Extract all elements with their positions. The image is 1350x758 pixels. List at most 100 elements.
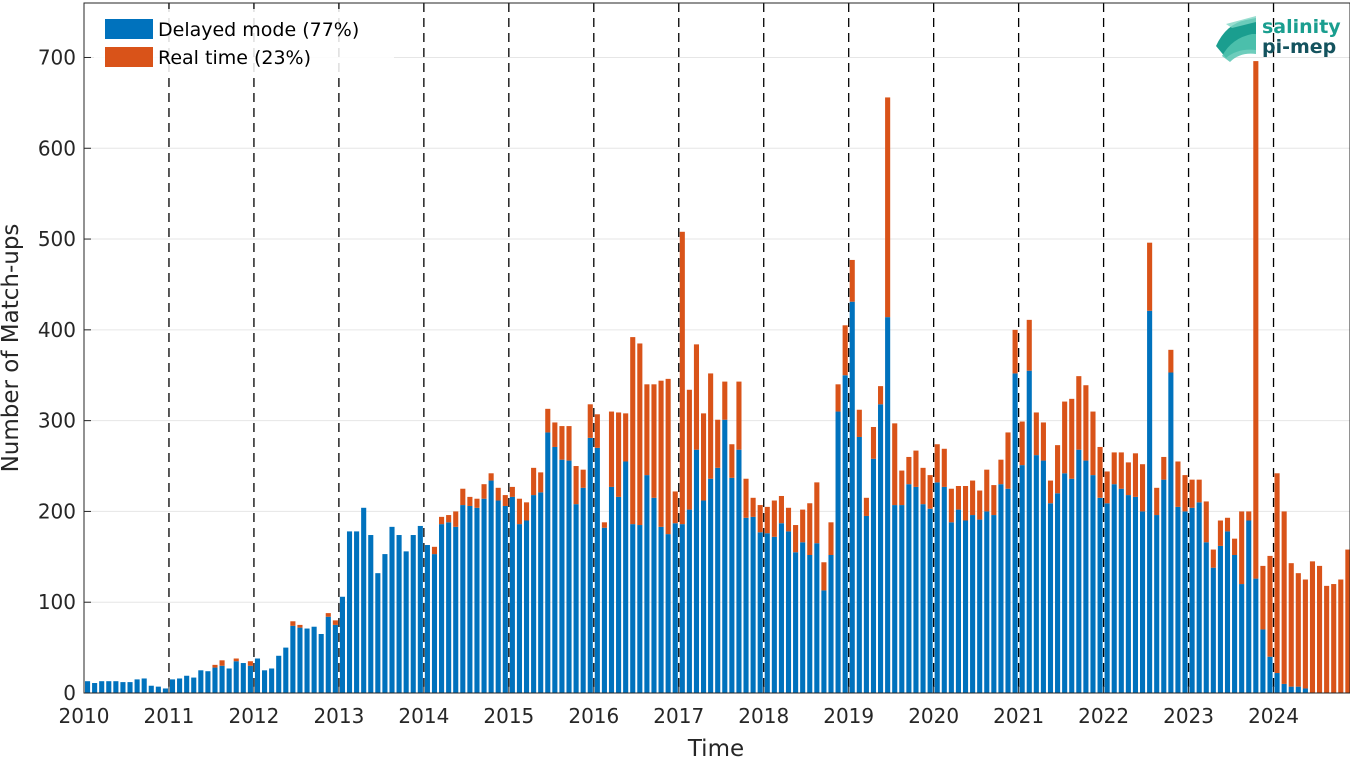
bar-delayed <box>361 507 367 693</box>
bar-delayed <box>318 633 324 693</box>
bar-delayed <box>389 526 395 693</box>
bar-realtime <box>431 546 438 555</box>
y-tick-label: 200 <box>38 499 76 523</box>
bar-delayed <box>814 543 820 693</box>
bar-delayed <box>325 616 331 693</box>
bar-realtime <box>594 414 600 448</box>
bar-delayed <box>311 626 317 693</box>
x-tick-label: 2013 <box>313 704 364 728</box>
bar-realtime <box>502 495 508 506</box>
bar-delayed <box>785 531 792 693</box>
bar-delayed <box>913 486 919 693</box>
bar-delayed <box>1246 520 1252 693</box>
bar-delayed <box>523 520 530 693</box>
bar-realtime <box>1317 565 1323 693</box>
bar-realtime <box>1033 412 1039 456</box>
x-tick-label: 2022 <box>1078 704 1129 728</box>
bar-delayed <box>700 500 707 693</box>
bar-realtime <box>1267 555 1273 657</box>
plot-frame <box>83 2 1350 694</box>
bar-realtime <box>757 505 763 533</box>
bar-delayed <box>1147 310 1153 693</box>
bar-delayed <box>1076 449 1082 693</box>
bar-delayed <box>113 681 119 693</box>
bar-realtime <box>828 522 834 555</box>
bar-delayed <box>991 515 997 693</box>
bar-realtime <box>1047 480 1054 504</box>
bar-realtime <box>1040 422 1046 461</box>
x-tick-label: 2011 <box>144 704 195 728</box>
bar-realtime <box>835 384 841 412</box>
bar-realtime <box>1125 462 1131 496</box>
legend-entry-delayed: Delayed mode (77%) <box>158 19 359 41</box>
salinity-pimep-logo: salinity pi-mep <box>1216 16 1341 62</box>
bar-delayed <box>283 647 289 693</box>
bar-delayed <box>1005 488 1011 693</box>
bar-delayed <box>573 504 579 693</box>
bar-realtime <box>934 444 940 483</box>
bar-delayed <box>644 475 650 693</box>
bar-realtime <box>700 413 707 501</box>
y-tick-label: 400 <box>38 318 76 342</box>
bar-delayed <box>1132 496 1139 693</box>
bar-delayed <box>934 482 940 693</box>
bar-realtime <box>785 507 792 532</box>
bar-realtime <box>1189 479 1195 508</box>
bar-realtime <box>750 497 756 517</box>
bar-delayed <box>764 533 770 693</box>
bar-delayed <box>793 552 799 693</box>
bar-realtime <box>219 660 225 666</box>
bar-delayed <box>106 681 112 693</box>
bar-delayed <box>1196 502 1202 693</box>
bar-realtime <box>1239 511 1245 585</box>
bar-realtime <box>1274 473 1280 674</box>
bar-realtime <box>325 613 331 617</box>
bar-realtime <box>878 386 884 405</box>
bar-delayed <box>346 531 353 693</box>
bar-realtime <box>651 384 657 498</box>
bar-delayed <box>651 497 657 693</box>
bar-realtime <box>446 515 452 523</box>
x-tick-label: 2015 <box>483 704 534 728</box>
bar-realtime <box>1232 538 1238 555</box>
bar-delayed <box>1062 473 1068 693</box>
bar-realtime <box>531 467 537 496</box>
bar-delayed <box>870 458 877 693</box>
bar-delayed <box>623 461 629 693</box>
bar-delayed <box>955 509 961 693</box>
bar-realtime <box>679 231 685 525</box>
bar-realtime <box>587 404 593 438</box>
x-tick-label: 2019 <box>823 704 874 728</box>
bar-delayed <box>1125 495 1131 693</box>
y-axis-ticks: 0 100 200 300 400 500 600 700 <box>38 45 91 705</box>
bar-delayed <box>1033 455 1039 693</box>
bar-delayed <box>559 459 565 693</box>
bar-delayed <box>920 504 926 693</box>
y-tick-label: 600 <box>38 136 76 160</box>
bar-realtime <box>778 495 784 524</box>
bar-realtime <box>559 426 565 460</box>
bar-realtime <box>474 498 480 508</box>
bar-realtime <box>970 480 976 516</box>
logo-text-pimep: pi-mep <box>1262 36 1336 58</box>
bar-realtime <box>991 485 997 516</box>
bar-realtime <box>892 423 898 506</box>
bar-delayed <box>502 505 508 693</box>
bar-realtime <box>630 337 636 525</box>
bar-delayed <box>403 551 409 693</box>
bar-delayed <box>297 627 303 693</box>
bar-realtime <box>1338 579 1344 693</box>
bar-delayed <box>743 517 749 693</box>
bar-delayed <box>1260 629 1266 693</box>
bar-delayed <box>191 677 197 693</box>
bar-delayed <box>396 535 402 693</box>
bar-delayed <box>856 436 862 693</box>
bar-realtime <box>212 664 218 668</box>
bar-delayed <box>545 432 551 693</box>
bar-realtime <box>332 620 338 625</box>
bar-delayed <box>807 555 813 693</box>
bar-realtime <box>722 381 728 420</box>
bar-delayed <box>262 670 268 693</box>
bar-realtime <box>927 475 933 509</box>
bar-delayed <box>226 668 232 693</box>
